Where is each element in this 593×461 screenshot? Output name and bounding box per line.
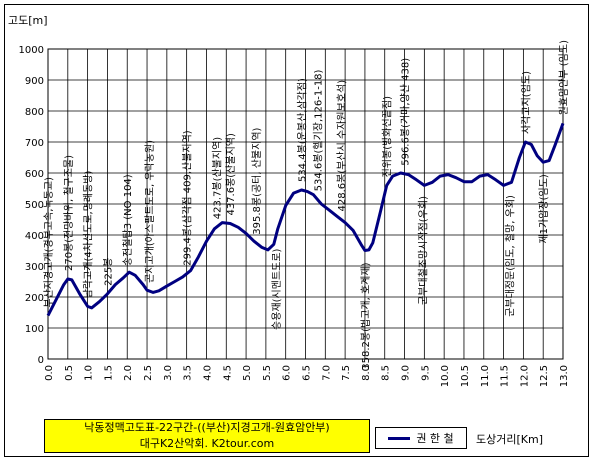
x-tick-label: 0.5 [64, 365, 75, 381]
annotation-label: 270봉(전망바위, 철구조물) [62, 155, 75, 271]
annotation-label: 승용재(시멘트도로) [271, 248, 283, 330]
y-tick-label: 100 [25, 324, 44, 335]
y-tick-label: 200 [25, 293, 44, 304]
x-tick-label: 11.5 [500, 365, 511, 387]
x-tick-label: 7.0 [321, 365, 332, 381]
y-tick-label: 400 [25, 231, 44, 242]
annotation-label: 군부대정문(임도, 철망, 우회) [504, 195, 517, 317]
annotation-label: 299.4봉(삼각점 409,산불지역) [182, 130, 194, 266]
x-tick-label: 6.0 [282, 365, 293, 381]
x-tick-label: 9.0 [401, 365, 412, 381]
x-tick-label: 10.5 [460, 365, 471, 387]
x-tick-label: 11.0 [480, 365, 491, 387]
x-tick-label: 5.5 [262, 365, 273, 381]
annotation-label: 423.7봉(산불지역) [211, 137, 223, 220]
y-axis-label: 고도[m] [8, 14, 48, 27]
annotation-label: 제1가압장(임도) [537, 174, 550, 243]
y-tick-label: 700 [25, 138, 44, 149]
y-tick-label: 500 [25, 200, 44, 211]
chart-title: 낙동정맥고도표-22구간-((부산)지경고개-원효암안부) [84, 421, 330, 434]
x-tick-label: 2.5 [143, 365, 154, 381]
y-tick-label: 0 [38, 355, 44, 366]
annotation-label: 428.6봉(부산시 수자원보호석) [336, 80, 348, 212]
annotation-label: 군부대철조망시작점(우회) [417, 196, 429, 305]
x-tick-label: 3.0 [163, 365, 174, 381]
legend-label: 권 한 철 [416, 432, 454, 445]
annotation-label: 534.4봉(운봉산,삼각점) [297, 78, 309, 182]
elevation-series-line [46, 122, 565, 317]
x-tick-label: 8.0 [361, 365, 372, 381]
x-tick-label: 4.0 [202, 365, 213, 381]
x-tick-label: 13.0 [559, 365, 570, 387]
chart-subtitle: 대구K2산악회. K2tour.com [139, 437, 275, 450]
x-tick-label: 5.0 [242, 365, 253, 381]
x-tick-label: 0.0 [44, 365, 55, 381]
x-axis-label: 도상거리[Km] [476, 433, 543, 446]
x-tick-label: 6.5 [302, 365, 313, 381]
y-tick-label: 600 [25, 169, 44, 180]
annotation-label: 225봉 [102, 258, 114, 286]
x-tick-label: 1.0 [84, 365, 95, 381]
annotation-label: 534.6봉(헬기장,126-1-18) [312, 69, 324, 191]
chart-title-box: 낙동정맥고도표-22구간-((부산)지경고개-원효암안부) 대구K2산악회. K… [44, 419, 370, 453]
y-tick-label: 1000 [19, 45, 44, 56]
x-tick-label: 12.0 [519, 365, 530, 387]
annotation-label: 358.2봉(법고개, 호계재) [360, 262, 372, 369]
annotation-label: 전위봉(방화선끝점) [381, 96, 394, 178]
x-tick-label: 9.5 [420, 365, 431, 381]
annotation-label: 부산지경고개(경부고속,녹동교) [42, 177, 55, 308]
x-tick-label: 4.5 [222, 365, 233, 381]
annotation-label: 남락고개(4차선도로,명례동방) [83, 170, 95, 298]
annotation-label: 437.6봉(산불지역) [225, 133, 237, 216]
y-tick-label: 800 [25, 107, 44, 118]
y-tick-label: 300 [25, 262, 44, 273]
annotation-label: 곤지고개(아스팔트도로, 우락농원) [144, 140, 156, 283]
x-tick-label: 7.5 [341, 365, 352, 381]
x-tick-label: 2.0 [123, 365, 134, 381]
x-tick-label: 1.5 [103, 365, 114, 381]
x-tick-label: 10.0 [440, 365, 451, 387]
x-tick-label: 12.5 [539, 365, 550, 387]
legend: 권 한 철 [375, 427, 467, 449]
legend-swatch [388, 436, 411, 440]
annotation-label: 원효암안부 (임도) [557, 40, 570, 115]
annotation-label: 596.6봉(거마,양산 438) [400, 58, 412, 166]
annotation-label: 송전철탑3 (NO 104) [122, 174, 134, 266]
x-tick-label: 8.5 [381, 365, 392, 381]
chart-frame [4, 4, 589, 457]
annotation-label: 사각고지(임도) [519, 71, 532, 134]
x-tick-label: 3.5 [183, 365, 194, 381]
y-tick-label: 900 [25, 76, 44, 87]
annotation-label: 395.8봉(공터, 산불지역) [251, 127, 263, 234]
